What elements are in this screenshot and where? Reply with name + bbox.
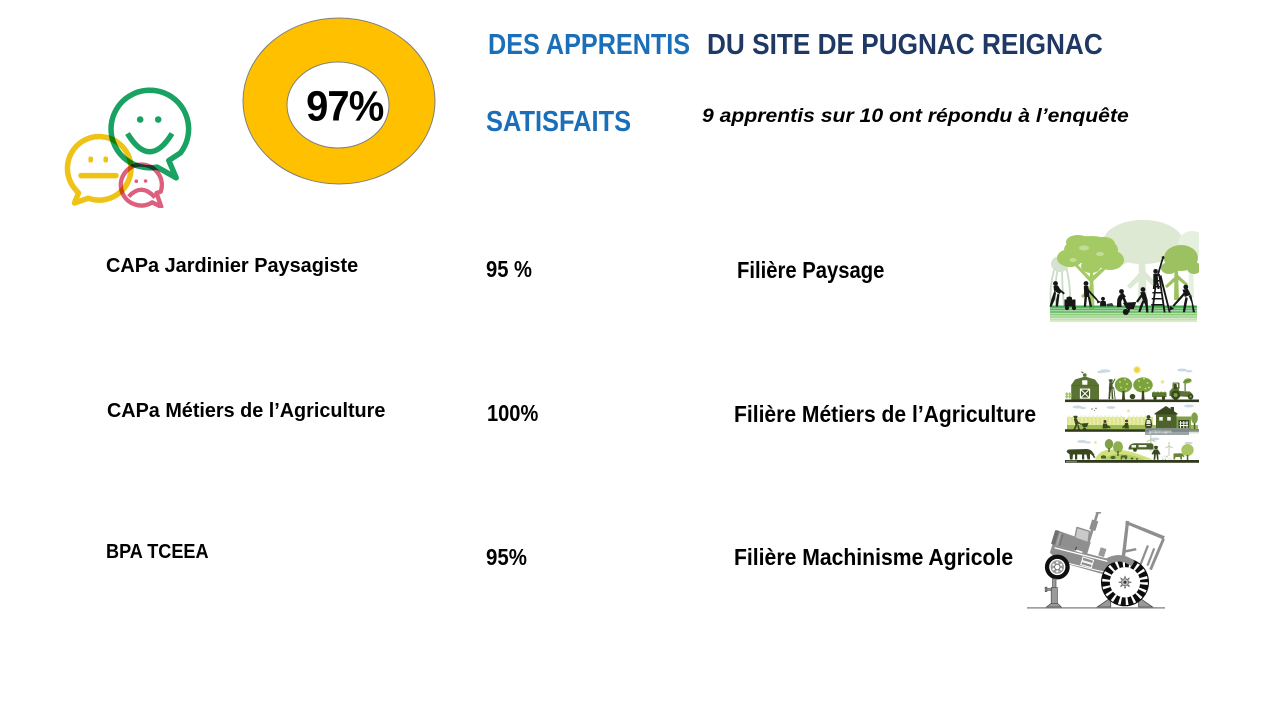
svg-text:gettyimages: gettyimages: [1149, 429, 1172, 434]
svg-text:97%: 97%: [306, 81, 383, 130]
